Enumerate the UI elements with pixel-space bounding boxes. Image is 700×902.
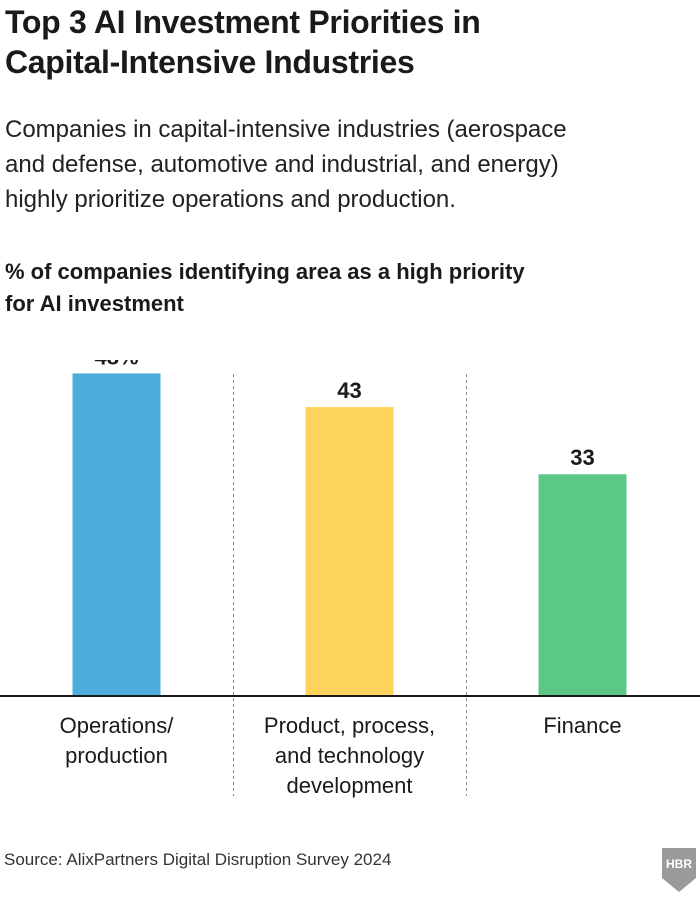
category-label: production <box>65 743 168 768</box>
subtitle-line-1: Companies in capital-intensive industrie… <box>5 116 567 143</box>
hbr-logo: HBR <box>662 848 696 892</box>
source-note: Source: AlixPartners Digital Disruption … <box>4 850 392 869</box>
measure-line-1: % of companies identifying area as a hig… <box>5 259 525 284</box>
data-label: 48% <box>94 360 138 369</box>
title-line-2: Capital-Intensive Industries <box>5 44 415 80</box>
measure-label: % of companies identifying area as a hig… <box>5 256 695 320</box>
logo-text: HBR <box>666 857 692 871</box>
title: Top 3 AI Investment Priorities in Capita… <box>5 2 695 82</box>
bar <box>305 407 394 696</box>
measure-line-2: for AI investment <box>5 291 184 316</box>
bar <box>72 373 161 696</box>
title-line-1: Top 3 AI Investment Priorities in <box>5 4 481 40</box>
data-label: 33 <box>570 445 594 470</box>
subtitle-line-2: and defense, automotive and industrial, … <box>5 151 559 178</box>
category-label: Product, process, <box>264 713 435 738</box>
data-label: 43 <box>337 378 361 403</box>
category-label: development <box>287 773 413 798</box>
bar-chart: 48% Operations/production 43 Product, proce… <box>0 360 700 798</box>
category-label: and technology <box>275 743 424 768</box>
category-label: Operations/ <box>60 713 175 738</box>
subtitle-line-3: highly prioritize operations and product… <box>5 186 456 213</box>
category-label: Finance <box>543 713 621 738</box>
subtitle: Companies in capital-intensive industrie… <box>5 112 695 217</box>
bar <box>538 474 627 696</box>
